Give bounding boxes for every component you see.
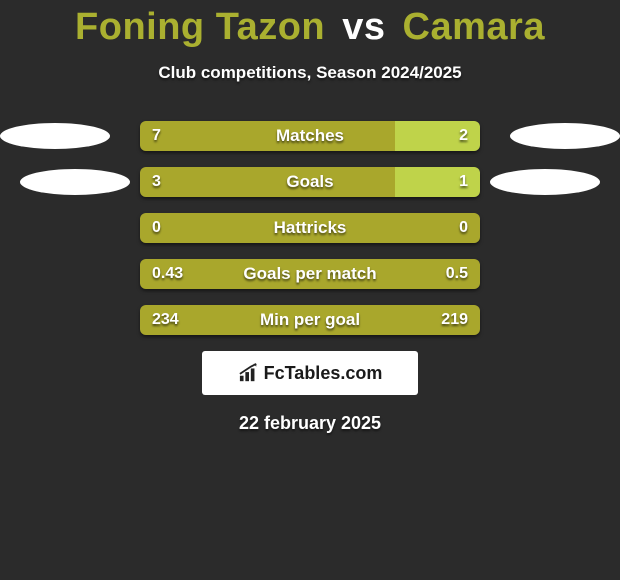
vs-text: vs (342, 6, 385, 48)
player2-placeholder-icon (510, 123, 620, 149)
stat-row: 0.430.5Goals per match (0, 259, 620, 289)
stat-bar: 72Matches (140, 121, 480, 151)
bar-right-segment (395, 167, 480, 197)
bar-right-segment (395, 121, 480, 151)
stat-row: 31Goals (0, 167, 620, 197)
logo: FcTables.com (238, 363, 383, 384)
stat-bar: 234219Min per goal (140, 305, 480, 335)
subtitle: Club competitions, Season 2024/2025 (0, 63, 620, 83)
bar-left-segment (140, 213, 480, 243)
page-title: Foning Tazon vs Camara (0, 6, 620, 49)
comparison-infographic: Foning Tazon vs Camara Club competitions… (0, 0, 620, 434)
bar-left-segment (140, 259, 480, 289)
player2-placeholder-icon (490, 169, 600, 195)
stat-bar: 31Goals (140, 167, 480, 197)
stat-row: 72Matches (0, 121, 620, 151)
player2-name: Camara (403, 6, 545, 48)
left-placeholder-slot (0, 123, 110, 149)
stat-row: 234219Min per goal (0, 305, 620, 335)
right-placeholder-slot (510, 169, 620, 195)
date-text: 22 february 2025 (0, 413, 620, 434)
barchart-icon (238, 363, 260, 383)
bar-left-segment (140, 121, 395, 151)
stat-row: 00Hattricks (0, 213, 620, 243)
logo-text: FcTables.com (264, 363, 383, 384)
stat-bar: 0.430.5Goals per match (140, 259, 480, 289)
stat-bar: 00Hattricks (140, 213, 480, 243)
player1-placeholder-icon (20, 169, 130, 195)
bar-left-segment (140, 167, 395, 197)
logo-box: FcTables.com (202, 351, 418, 395)
bar-left-segment (140, 305, 480, 335)
player1-placeholder-icon (0, 123, 110, 149)
player1-name: Foning Tazon (75, 6, 325, 48)
right-placeholder-slot (510, 123, 620, 149)
stat-rows: 72Matches 31Goals 00Hattricks 0.430.5Goals … (0, 121, 620, 335)
left-placeholder-slot (0, 169, 110, 195)
